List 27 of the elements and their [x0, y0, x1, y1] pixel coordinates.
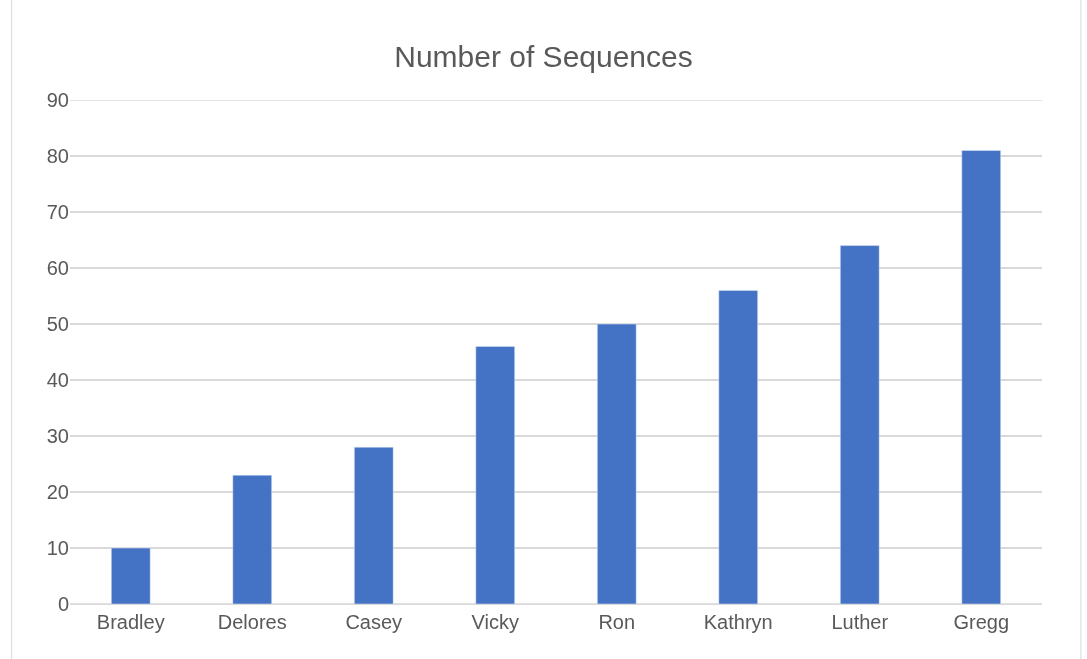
bar	[718, 290, 758, 604]
bar	[475, 346, 515, 604]
y-tick-label: 90	[46, 89, 69, 111]
y-tick-label: 80	[46, 145, 69, 167]
y-tick-label: 0	[57, 593, 69, 615]
y-tick-label: 40	[46, 369, 69, 391]
y-tick-label: 60	[46, 257, 69, 279]
y-tick-label: 20	[46, 481, 69, 503]
bar	[232, 474, 272, 604]
x-tick-label: Kathryn	[703, 611, 773, 633]
y-tick-label: 70	[46, 201, 69, 223]
bar	[840, 245, 880, 604]
bar	[111, 547, 151, 604]
y-tick-label: 10	[46, 537, 69, 559]
x-tick-label: Bradley	[96, 611, 165, 633]
bar	[961, 150, 1001, 604]
x-tick-label: Gregg	[953, 611, 1010, 633]
x-tick-label: Vicky	[471, 611, 519, 633]
x-tick-label: Ron	[598, 611, 636, 633]
y-tick-label: 30	[46, 425, 69, 447]
x-tick-label: Casey	[345, 611, 403, 633]
x-tick-label: Luther	[831, 611, 889, 633]
bar	[354, 446, 394, 604]
y-tick-label: 50	[46, 313, 69, 335]
chart-title: Number of Sequences	[394, 40, 693, 74]
bar	[597, 323, 637, 604]
x-tick-label: Delores	[217, 611, 287, 633]
